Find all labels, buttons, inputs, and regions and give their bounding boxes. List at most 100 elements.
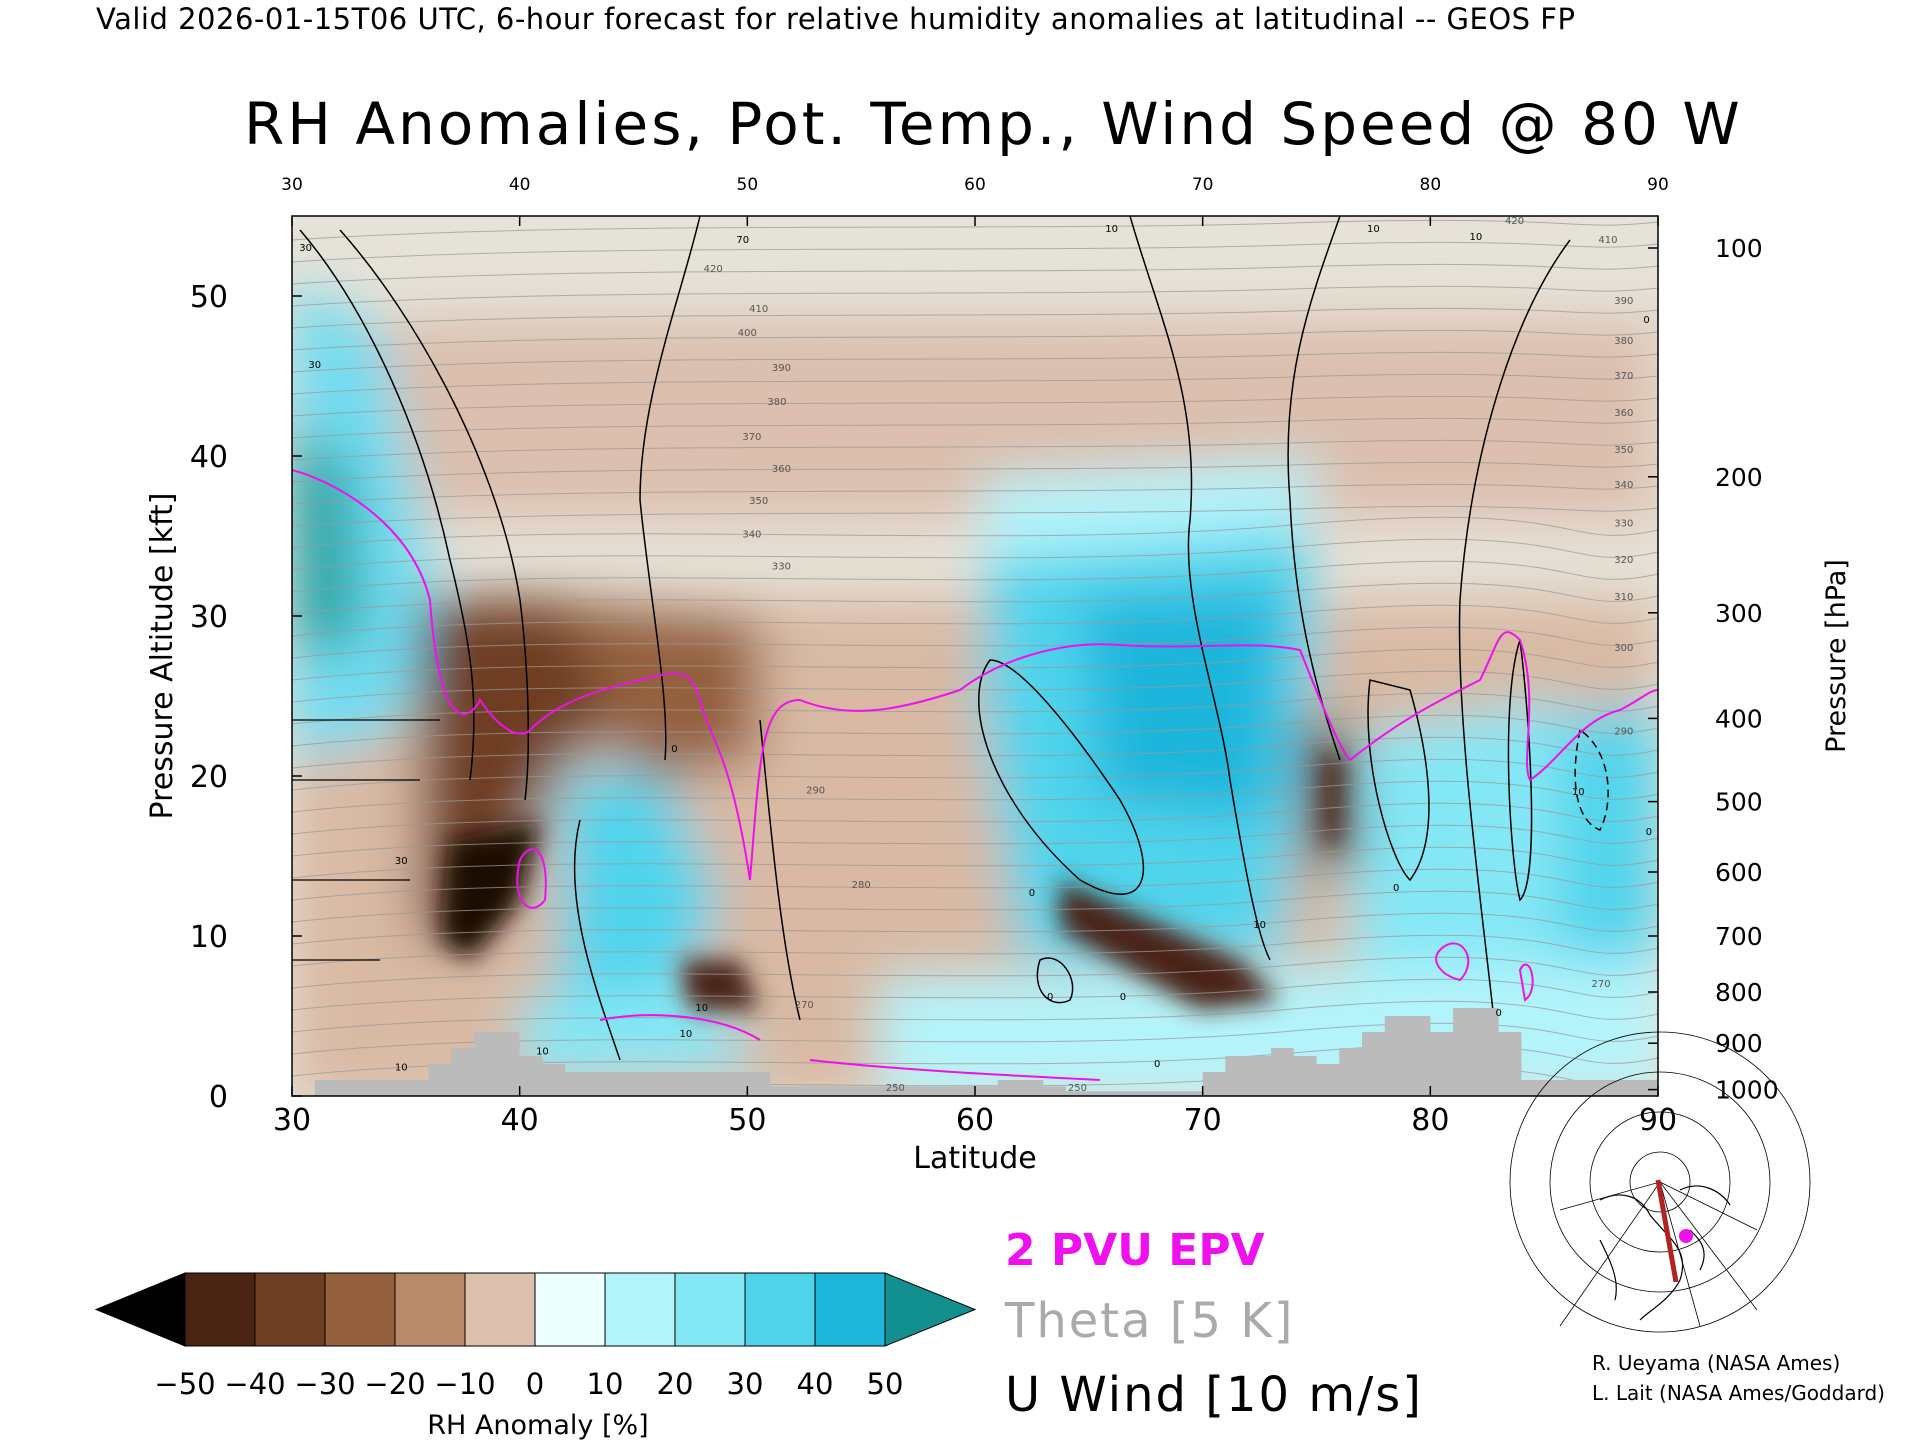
colorbar-tick-label: −10 xyxy=(434,1367,495,1401)
theta-contour-line xyxy=(292,483,1658,505)
wind-label: 10 xyxy=(1572,787,1585,798)
theta-contour-line xyxy=(292,351,1658,373)
wind-label: 10 xyxy=(695,1003,708,1014)
theta-contour-line xyxy=(292,439,1658,461)
wind-label: 0 xyxy=(1154,1059,1160,1070)
wind-label: 10 xyxy=(1105,224,1118,235)
wind-label: 0 xyxy=(1393,883,1399,894)
legend-u-wind: U Wind [10 m/s] xyxy=(1005,1367,1424,1423)
rh-anomaly-field xyxy=(292,216,1658,1096)
wind-label: 30 xyxy=(308,360,321,371)
pressure-tick-label: 500 xyxy=(1715,788,1763,817)
colorbar: −50 −40 −30 −20 −10 0 10 20 30 40 50 xyxy=(94,1272,977,1401)
theta-label: 330 xyxy=(772,562,791,573)
top-tick-label: 70 xyxy=(1192,175,1214,195)
pressure-tick-label: 900 xyxy=(1715,1029,1763,1058)
colorbar-box xyxy=(534,1272,606,1347)
x-axis-label: Latitude xyxy=(913,1141,1036,1176)
x-tick-label: 30 xyxy=(273,1103,311,1138)
theta-label: 280 xyxy=(852,880,871,891)
terrain-mask xyxy=(292,1008,1658,1096)
pressure-tick-label: 200 xyxy=(1715,463,1763,492)
theta-contour-line xyxy=(292,912,1658,945)
colorbar-over-arrow xyxy=(884,1272,977,1347)
colorbar-box xyxy=(464,1272,536,1347)
colorbar-box xyxy=(394,1272,466,1347)
y-axis-label-left: Pressure Altitude [kft] xyxy=(145,493,180,820)
y-tick-label: 30 xyxy=(190,600,228,635)
top-tick-label: 90 xyxy=(1647,175,1669,195)
wind-label: 0 xyxy=(1029,888,1035,899)
y-axis-label-right: Pressure [hPa] xyxy=(1821,559,1852,753)
theta-contour-line xyxy=(292,956,1658,989)
theta-contour-line xyxy=(292,604,1658,637)
theta-label: 410 xyxy=(1598,235,1617,246)
wind-label: 0 xyxy=(1643,315,1649,326)
wind-label: 0 xyxy=(1495,1008,1501,1019)
location-marker xyxy=(1679,1229,1693,1243)
theta-contour-line xyxy=(292,219,1658,241)
x-tick-label: 90 xyxy=(1639,1103,1677,1138)
theta-label: 400 xyxy=(738,328,757,339)
theta-label: 250 xyxy=(886,1083,905,1094)
top-tick-label: 60 xyxy=(964,175,986,195)
theta-contour-line xyxy=(292,890,1658,923)
pressure-tick-label: 300 xyxy=(1715,599,1763,628)
colorbar-tick-label: 30 xyxy=(727,1367,764,1401)
wind-label: 10 xyxy=(679,1029,692,1040)
colorbar-box xyxy=(744,1272,816,1347)
wind-label: 10 xyxy=(1469,232,1482,243)
colorbar-tick-label: 0 xyxy=(526,1367,544,1401)
x-tick-label: 70 xyxy=(1184,1103,1222,1138)
legend-epv: 2 PVU EPV xyxy=(1005,1225,1265,1276)
top-tick-label: 80 xyxy=(1420,175,1442,195)
pressure-tick-label: 800 xyxy=(1715,978,1763,1007)
wind-label: 70 xyxy=(736,235,749,246)
theta-contour-line xyxy=(292,285,1658,307)
wind-label: 10 xyxy=(395,1062,408,1073)
theta-label: 370 xyxy=(742,432,761,443)
pressure-tick-label: 700 xyxy=(1715,922,1763,951)
theta-label: 340 xyxy=(742,530,761,541)
theta-label: 390 xyxy=(772,363,791,374)
theta-label: 310 xyxy=(1614,592,1633,603)
colorbar-tick-label: 20 xyxy=(657,1367,694,1401)
colorbar-tick-label: −20 xyxy=(364,1367,425,1401)
colorbar-tick-label: −40 xyxy=(224,1367,285,1401)
theta-contour-line xyxy=(292,538,1658,571)
x-tick-label: 40 xyxy=(501,1103,539,1138)
colorbar-tick-label: 50 xyxy=(867,1367,904,1401)
pressure-tick-label: 600 xyxy=(1715,858,1763,887)
theta-label: 250 xyxy=(1068,1083,1087,1094)
theta-label: 350 xyxy=(749,496,768,507)
theta-contour-line xyxy=(292,582,1658,615)
x-tick-label: 60 xyxy=(956,1103,994,1138)
wind-label: 0 xyxy=(671,744,677,755)
theta-label: 370 xyxy=(1614,371,1633,382)
theta-label: 340 xyxy=(1614,480,1633,491)
y-axis-left: 0 10 20 30 40 50 xyxy=(190,280,302,1115)
credit-line-1: R. Ueyama (NASA Ames) xyxy=(1592,1351,1841,1375)
top-tick-label: 40 xyxy=(509,175,531,195)
chart-title: RH Anomalies, Pot. Temp., Wind Speed @ 8… xyxy=(244,90,1743,158)
theta-label: 270 xyxy=(1592,979,1611,990)
y-tick-label: 0 xyxy=(209,1080,228,1115)
theta-label: 380 xyxy=(767,397,786,408)
x-tick-label: 80 xyxy=(1411,1103,1449,1138)
theta-label: 290 xyxy=(806,786,825,797)
theta-contour-line xyxy=(292,263,1658,285)
colorbar-box xyxy=(184,1272,256,1347)
colorbar-box xyxy=(324,1272,396,1347)
theta-label: 360 xyxy=(1614,408,1633,419)
top-tick-label: 50 xyxy=(737,175,759,195)
colorbar-tick-label: 40 xyxy=(797,1367,834,1401)
theta-contour-line xyxy=(292,307,1658,329)
colorbar-box xyxy=(814,1272,886,1347)
pressure-tick-label: 100 xyxy=(1715,234,1763,263)
theta-contour-line xyxy=(292,395,1658,417)
locator-map xyxy=(1509,1031,1811,1333)
y-tick-label: 20 xyxy=(190,760,228,795)
theta-contour-line xyxy=(292,670,1658,703)
theta-contour-line xyxy=(292,1044,1658,1077)
